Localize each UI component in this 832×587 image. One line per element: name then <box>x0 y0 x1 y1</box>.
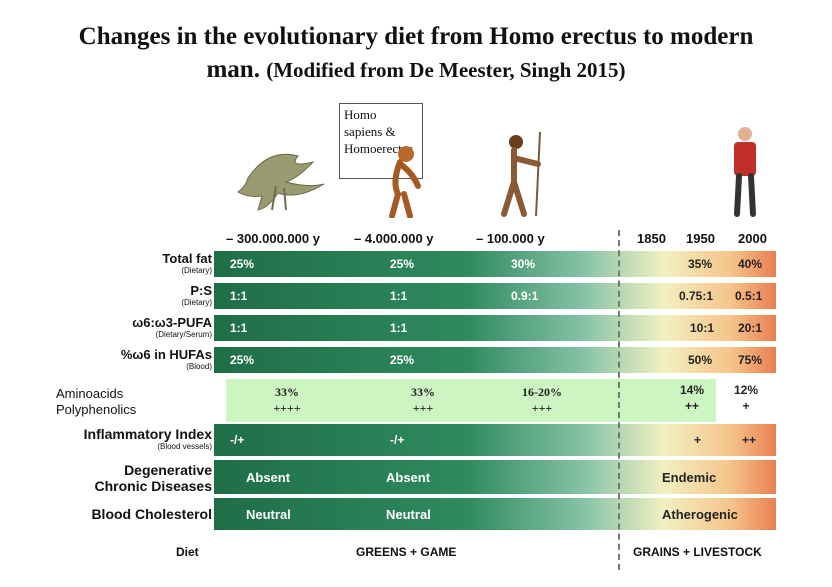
title-citation: (Modified from De Meester, Singh 2015) <box>266 58 626 82</box>
row-bar-total-fat: 25% 25% 30% 35% 40% <box>214 251 776 277</box>
amino-cell: 33% +++ <box>411 385 435 415</box>
value-cell: 20:1 <box>738 321 763 335</box>
diet-greens-game: GREENS + GAME <box>356 545 457 559</box>
homo-erectus-illustration <box>501 131 541 217</box>
row-bar-amino <box>226 379 716 422</box>
value-cell: 1:1 <box>230 289 248 303</box>
era-label: – 100.000 y <box>476 231 545 246</box>
value-cell: 25% <box>390 353 415 367</box>
value-cell: ++ <box>742 433 757 447</box>
era-label: – 300.000.000 y <box>226 231 320 246</box>
era-label: 2000 <box>738 231 767 246</box>
value-cell: 40% <box>738 257 763 271</box>
value-cell: 25% <box>230 353 255 367</box>
row-bar-ps: 1:1 1:1 0.9:1 0.75:1 0.5:1 <box>214 283 776 309</box>
title-line-2: man. (Modified from De Meester, Singh 20… <box>0 55 832 85</box>
row-label-inflammatory: Inflammatory Index (Blood vessels) <box>83 426 212 452</box>
row-bar-degenerative: Absent Absent Endemic <box>214 460 776 494</box>
value-cell: 35% <box>688 257 713 271</box>
value-cell: 0.9:1 <box>511 289 539 303</box>
row-label-cholesterol: Blood Cholesterol <box>91 506 212 522</box>
value-cell: 50% <box>688 353 713 367</box>
amino-cell: 33% ++++ <box>273 385 301 415</box>
amino-cell: 12% + <box>733 383 759 413</box>
title-main: man. <box>206 56 260 83</box>
value-cell: Absent <box>386 470 431 485</box>
early-hominid-illustration <box>389 146 421 218</box>
value-cell: 25% <box>230 257 255 271</box>
row-label-ps: P:S (Dietary) <box>181 283 212 308</box>
value-cell: -/+ <box>230 433 245 447</box>
row-bar-hufa: 25% 25% 50% 75% <box>214 347 776 373</box>
value-cell: 1:1 <box>390 321 408 335</box>
row-label-hufa: %ω6 in HUFAs (Blood) <box>120 347 212 372</box>
value-cell: 0.75:1 <box>679 289 714 303</box>
species-callout: Homo sapiens & Homoerectus <box>339 103 423 179</box>
row-label-total-fat: Total fat (Dietary) <box>162 251 212 276</box>
value-cell: Atherogenic <box>662 507 738 522</box>
value-cell: 25% <box>390 257 415 271</box>
row-label-degenerative: Degenerative Chronic Diseases <box>94 462 213 494</box>
era-label: 1950 <box>686 231 715 246</box>
diet-label: Diet <box>176 545 199 559</box>
row-bar-cholesterol: Neutral Neutral Atherogenic <box>214 498 776 530</box>
modern-man-illustration <box>734 127 756 217</box>
value-cell: 10:1 <box>690 321 715 335</box>
title-line-1: Changes in the evolutionary diet from Ho… <box>78 23 754 50</box>
value-cell: 30% <box>511 257 536 271</box>
row-bar-omega-ratio: 1:1 1:1 10:1 20:1 <box>214 315 776 341</box>
value-cell: -/+ <box>390 433 405 447</box>
value-cell: Absent <box>246 470 291 485</box>
amino-cell: 14% ++ <box>679 383 705 413</box>
archaeopteryx-illustration <box>237 153 325 211</box>
era-label: – 4.000.000 y <box>354 231 434 246</box>
era-separator-line <box>618 230 620 570</box>
value-cell: 0.5:1 <box>735 289 763 303</box>
value-cell: Endemic <box>662 470 717 485</box>
row-bar-inflammatory: -/+ -/+ + ++ <box>214 424 776 456</box>
row-label-omega-ratio: ω6:ω3-PUFA (Dietary/Serum) <box>132 315 212 340</box>
row-label-amino: Aminoacids Polyphenolics <box>56 386 137 417</box>
diet-grains-livestock: GRAINS + LIVESTOCK <box>633 545 762 559</box>
era-label: 1850 <box>637 231 666 246</box>
value-cell: Neutral <box>386 507 431 522</box>
amino-cell: 16-20% +++ <box>522 385 562 415</box>
value-cell: Neutral <box>246 507 291 522</box>
value-cell: 1:1 <box>230 321 248 335</box>
value-cell: + <box>694 433 702 447</box>
value-cell: 75% <box>738 353 763 367</box>
value-cell: 1:1 <box>390 289 408 303</box>
